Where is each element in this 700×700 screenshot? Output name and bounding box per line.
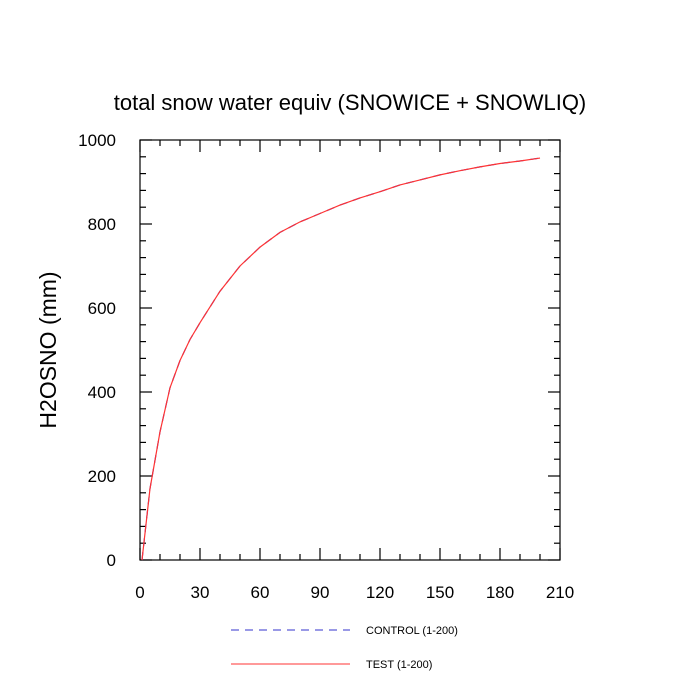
y-axis-label: H2OSNO (mm) xyxy=(35,271,61,428)
y-tick-label: 600 xyxy=(88,299,116,318)
x-tick-label: 90 xyxy=(311,583,330,602)
x-tick-label: 120 xyxy=(366,583,394,602)
plot-frame xyxy=(139,139,561,561)
legend-label-1: CONTROL (1-200) xyxy=(366,625,458,637)
x-tick-label: 60 xyxy=(251,583,270,602)
y-tick-label: 800 xyxy=(88,215,116,234)
x-tick-label: 0 xyxy=(135,583,144,602)
series-line-2 xyxy=(141,157,541,561)
series-line-1 xyxy=(141,157,541,561)
x-tick-label: 150 xyxy=(426,583,454,602)
y-tick-label: 1000 xyxy=(78,131,116,150)
x-tick-label: 30 xyxy=(191,583,210,602)
legend-label-2: TEST (1-200) xyxy=(366,659,432,671)
y-tick-label: 0 xyxy=(107,551,116,570)
x-tick-label: 180 xyxy=(486,583,514,602)
series-layer xyxy=(141,157,541,561)
y-tick-label: 400 xyxy=(88,383,116,402)
x-tick-label: 210 xyxy=(546,583,574,602)
axis-ticks: 0 30 60 90 120 150 180 210 0 200 400 600 800 1000 xyxy=(78,131,574,602)
chart-title: total snow water equiv (SNOWICE + SNOWLI… xyxy=(114,90,587,115)
y-tick-label: 200 xyxy=(88,467,116,486)
legend: CONTROL (1-200) TEST (1-200) xyxy=(231,625,458,671)
